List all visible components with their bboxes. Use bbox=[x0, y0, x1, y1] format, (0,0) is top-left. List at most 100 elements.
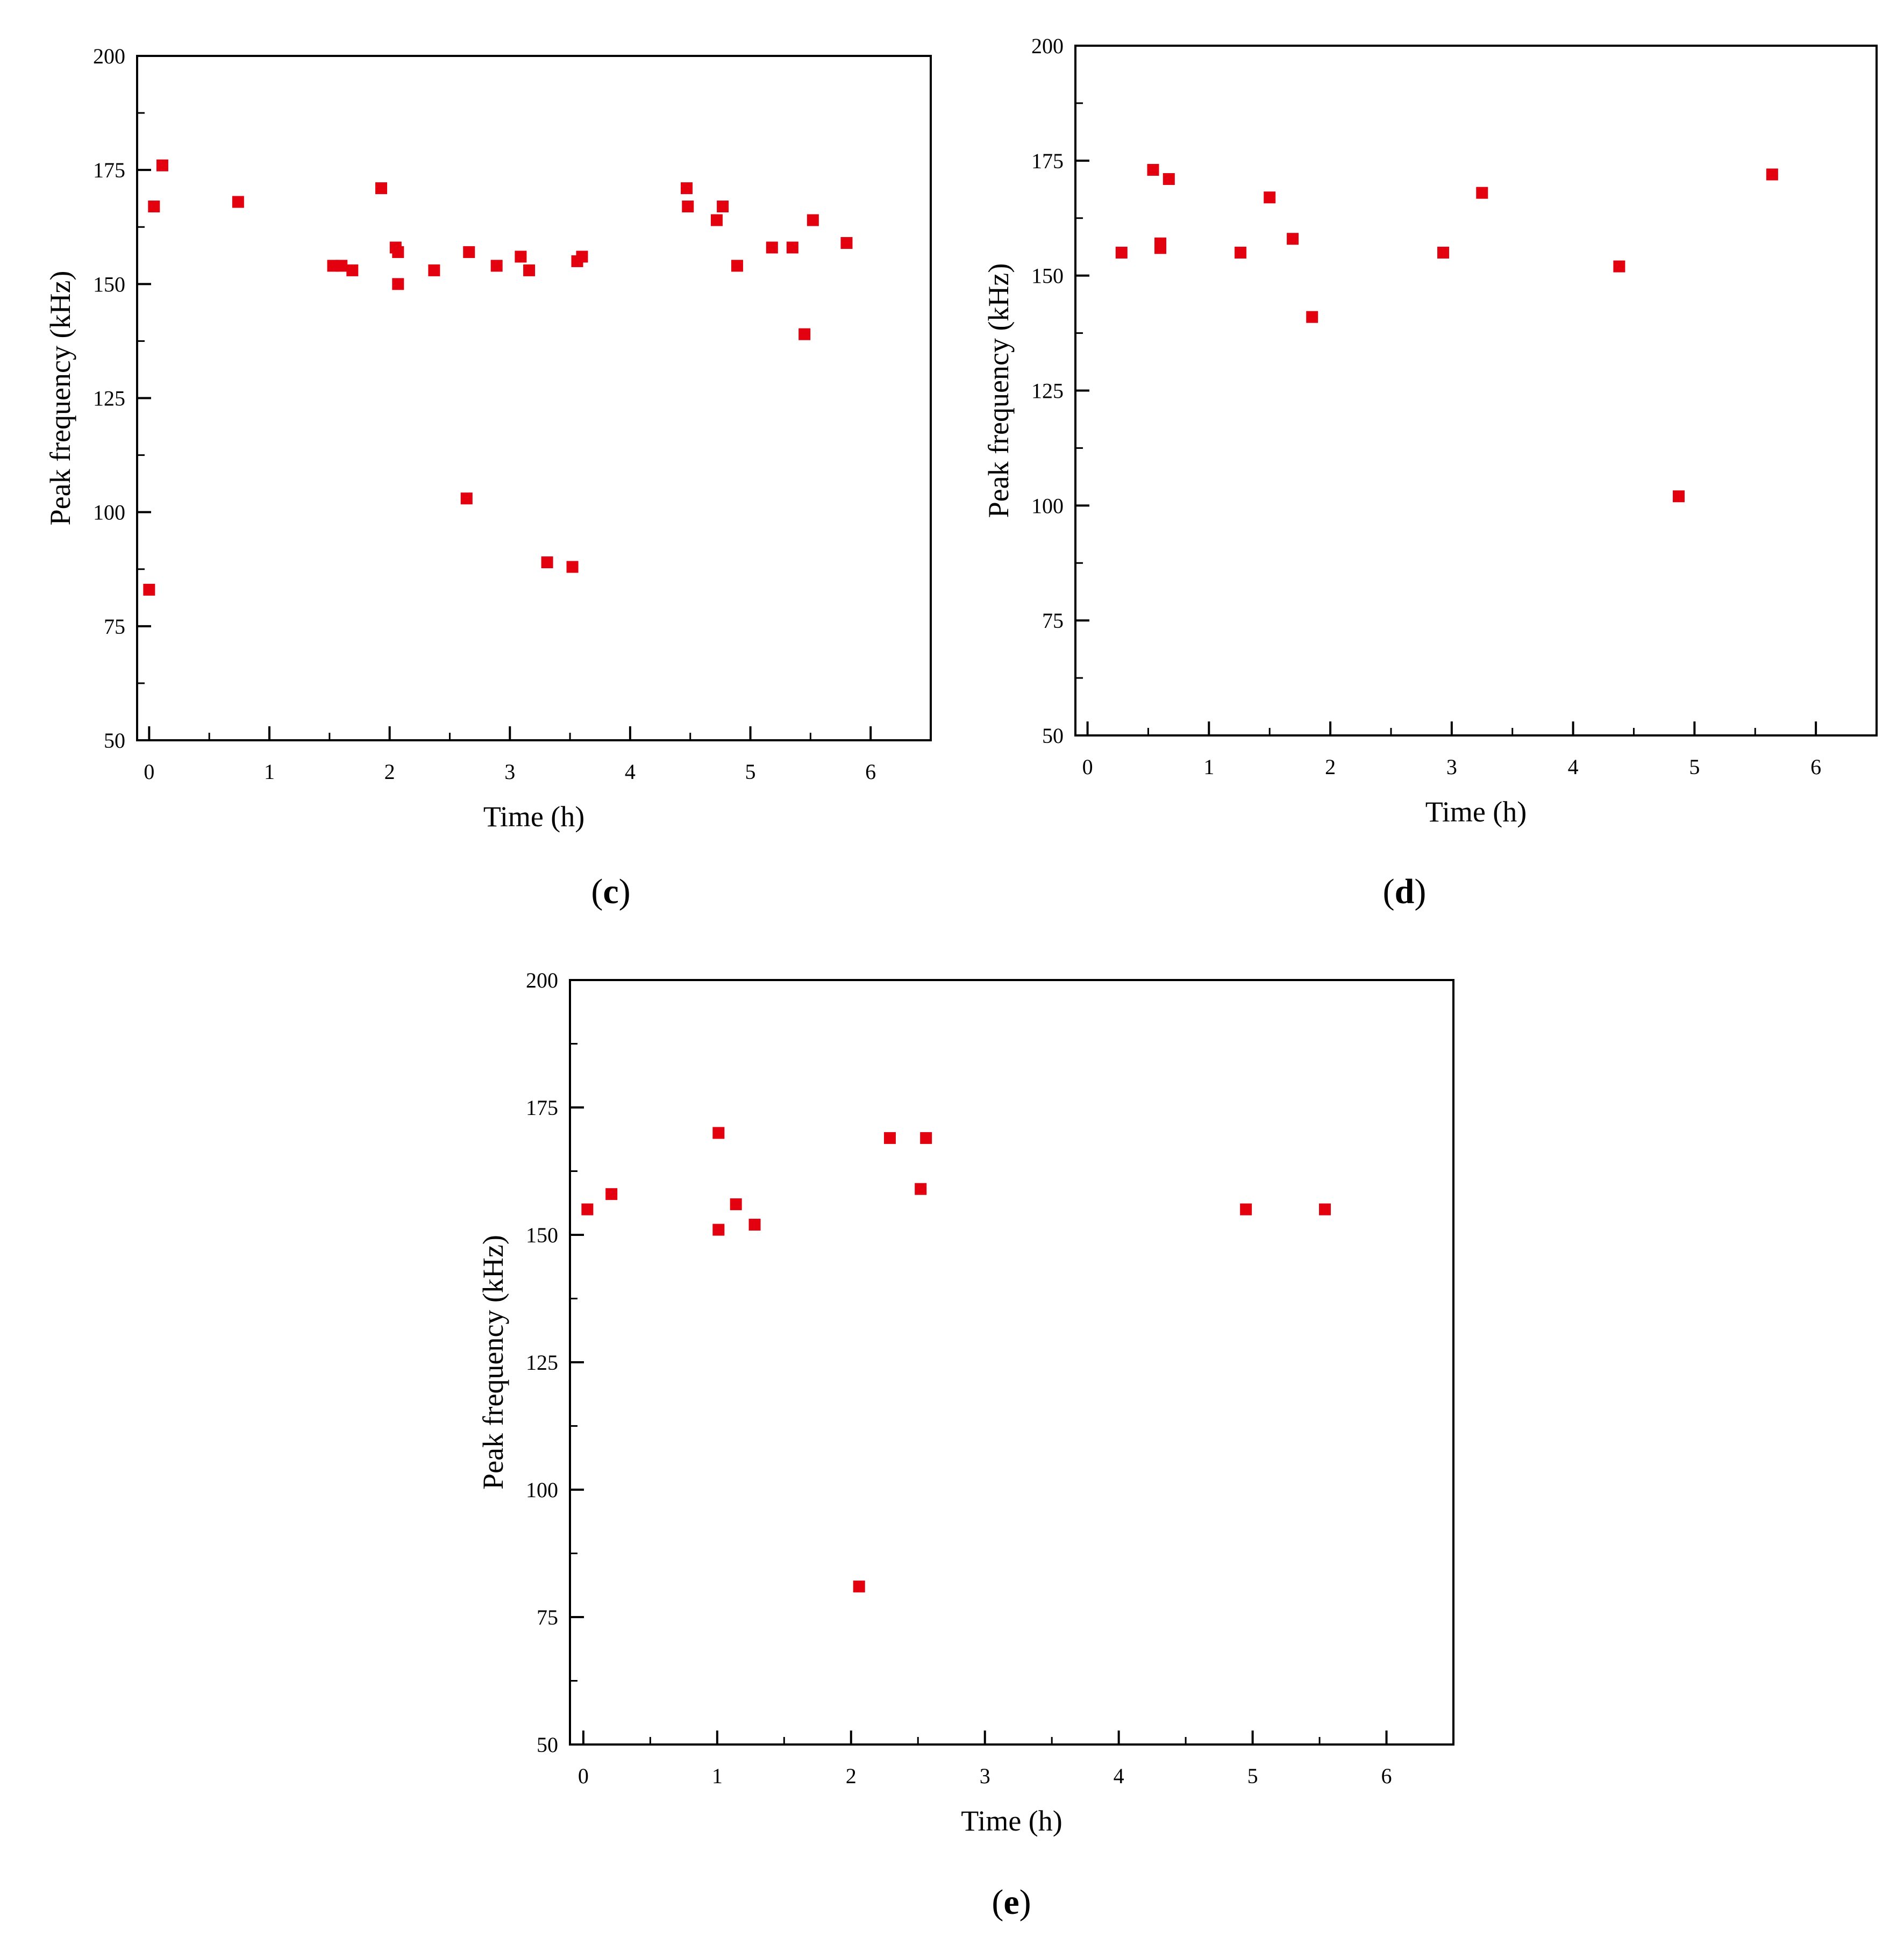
x-tick-label: 5 bbox=[1247, 1764, 1258, 1788]
y-tick-label: 175 bbox=[1031, 149, 1064, 173]
data-point bbox=[346, 264, 359, 276]
y-axis-title: Peak frequency (kHz) bbox=[477, 1235, 509, 1490]
plot-frame bbox=[569, 979, 1454, 1746]
panel-label: (e) bbox=[992, 1883, 1031, 1922]
data-point bbox=[605, 1188, 618, 1200]
data-point bbox=[336, 260, 348, 272]
x-tick-label: 4 bbox=[1568, 755, 1579, 779]
y-tick-label: 125 bbox=[93, 387, 125, 411]
data-point bbox=[428, 264, 440, 276]
y-tick-label: 150 bbox=[526, 1223, 558, 1247]
data-point bbox=[710, 214, 723, 226]
data-point bbox=[766, 241, 778, 254]
x-tick-label: 5 bbox=[745, 760, 756, 784]
y-tick-label: 150 bbox=[1031, 264, 1064, 288]
data-point bbox=[392, 278, 404, 290]
panel-label: (c) bbox=[591, 872, 630, 911]
x-tick-label: 5 bbox=[1689, 755, 1700, 779]
data-point bbox=[1235, 246, 1247, 259]
data-point bbox=[1476, 187, 1488, 199]
y-axis-title: Peak frequency (kHz) bbox=[44, 271, 76, 526]
data-point bbox=[232, 196, 244, 208]
x-tick-label: 2 bbox=[384, 760, 395, 784]
x-tick-label: 4 bbox=[1114, 1764, 1124, 1788]
data-point bbox=[682, 201, 694, 213]
data-point bbox=[375, 182, 387, 195]
data-point bbox=[681, 182, 693, 195]
y-tick-label: 100 bbox=[526, 1478, 558, 1502]
data-point bbox=[712, 1127, 725, 1139]
x-axis-title: Time (h) bbox=[1425, 796, 1527, 828]
x-tick-label: 6 bbox=[1810, 755, 1821, 779]
x-tick-label: 0 bbox=[578, 1764, 589, 1788]
data-point bbox=[1115, 246, 1128, 259]
data-point bbox=[1240, 1203, 1252, 1216]
plot-frame bbox=[1074, 45, 1878, 737]
data-point bbox=[581, 1203, 594, 1216]
y-tick-label: 75 bbox=[104, 614, 125, 639]
x-axis-title: Time (h) bbox=[483, 800, 585, 833]
data-point bbox=[712, 1224, 725, 1236]
x-tick-label: 3 bbox=[504, 760, 515, 784]
data-point bbox=[840, 237, 853, 249]
data-point bbox=[798, 328, 811, 340]
y-tick-label: 200 bbox=[93, 44, 125, 68]
data-point bbox=[1673, 490, 1685, 503]
y-tick-label: 175 bbox=[93, 158, 125, 182]
panel-label: (d) bbox=[1383, 872, 1427, 911]
data-point bbox=[143, 583, 155, 596]
y-tick-label: 100 bbox=[93, 501, 125, 525]
y-tick-label: 125 bbox=[526, 1350, 558, 1375]
data-point bbox=[1319, 1203, 1331, 1216]
chart-panel-e: 0 1 2 3 4 5 6 50 75 100 125 150 175 200 Time (h) Peak f… bbox=[477, 968, 1454, 1922]
y-tick-label: 200 bbox=[526, 968, 558, 992]
data-point bbox=[1154, 242, 1167, 254]
y-tick-label: 175 bbox=[526, 1096, 558, 1120]
x-tick-label: 1 bbox=[264, 760, 275, 784]
data-point bbox=[915, 1183, 927, 1195]
data-point bbox=[883, 1132, 896, 1144]
y-tick-label: 125 bbox=[1031, 379, 1064, 403]
x-tick-label: 2 bbox=[1325, 755, 1336, 779]
y-tick-label: 75 bbox=[1042, 609, 1064, 633]
data-point bbox=[460, 492, 473, 505]
data-point bbox=[717, 201, 729, 213]
x-tick-label: 3 bbox=[1446, 755, 1457, 779]
x-tick-label: 1 bbox=[1203, 755, 1214, 779]
data-point bbox=[523, 264, 536, 276]
y-tick-label: 100 bbox=[1031, 494, 1064, 518]
data-point bbox=[807, 214, 819, 226]
data-point bbox=[1306, 311, 1318, 323]
data-point bbox=[148, 201, 160, 213]
y-tick-label: 50 bbox=[1042, 724, 1064, 748]
y-axis-title: Peak frequency (kHz) bbox=[982, 263, 1015, 518]
data-point bbox=[853, 1581, 865, 1593]
data-point bbox=[1147, 163, 1159, 176]
chart-panel-c: 0 1 2 3 4 5 6 50 75 100 125 150 175 200 Time (h) Peak f… bbox=[44, 44, 932, 911]
data-point bbox=[920, 1132, 932, 1144]
y-tick-label: 50 bbox=[537, 1733, 558, 1757]
data-point bbox=[1437, 246, 1450, 259]
data-point bbox=[515, 251, 527, 263]
x-tick-label: 6 bbox=[865, 760, 876, 784]
data-point bbox=[1766, 168, 1778, 181]
x-tick-label: 1 bbox=[712, 1764, 723, 1788]
x-tick-label: 0 bbox=[1082, 755, 1093, 779]
data-point bbox=[1287, 233, 1299, 245]
x-tick-label: 4 bbox=[625, 760, 636, 784]
data-point bbox=[463, 246, 475, 258]
data-point bbox=[490, 260, 503, 272]
data-point bbox=[748, 1219, 761, 1231]
x-tick-label: 0 bbox=[144, 760, 154, 784]
plot-frame bbox=[136, 55, 932, 741]
data-point bbox=[731, 260, 743, 272]
data-point bbox=[392, 246, 404, 258]
x-axis-title: Time (h) bbox=[961, 1805, 1062, 1837]
data-point bbox=[1163, 173, 1175, 185]
y-tick-label: 150 bbox=[93, 272, 125, 296]
y-tick-label: 75 bbox=[537, 1605, 558, 1629]
data-point bbox=[786, 241, 798, 254]
data-point bbox=[730, 1198, 742, 1211]
data-point bbox=[566, 561, 579, 573]
